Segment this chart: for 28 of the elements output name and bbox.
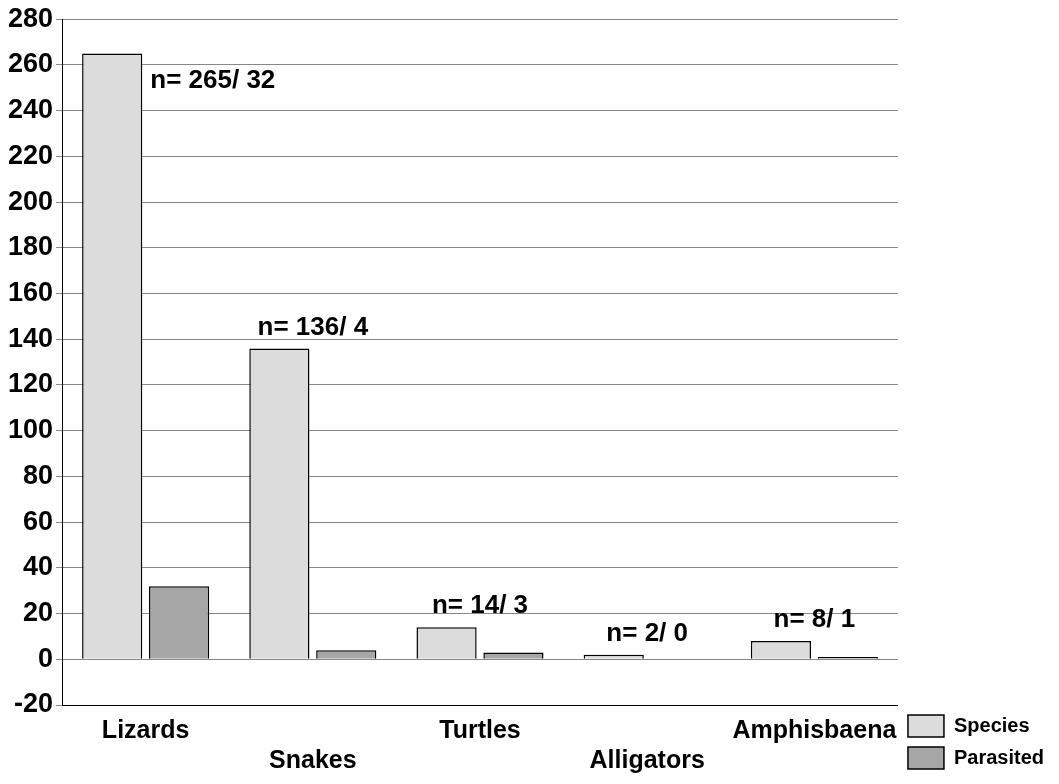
y-tick-label: 140 bbox=[7, 322, 54, 353]
y-tick-label: 0 bbox=[38, 642, 54, 673]
annotation: n= 14/ 3 bbox=[431, 589, 529, 620]
x-tick-label: Lizards bbox=[101, 714, 190, 743]
x-tick-label: Turtles bbox=[439, 714, 521, 743]
y-tick-label: 240 bbox=[7, 94, 54, 125]
y-tick-label: 280 bbox=[7, 2, 54, 33]
y-tick-label: 160 bbox=[7, 276, 54, 307]
y-tick-label: 40 bbox=[23, 551, 54, 582]
y-tick-label: 20 bbox=[23, 597, 54, 628]
annotation: n= 8/ 1 bbox=[773, 603, 856, 634]
legend-label: Species bbox=[953, 713, 1030, 736]
annotation: n= 2/ 0 bbox=[606, 616, 689, 647]
x-tick-label: Alligators bbox=[589, 744, 705, 773]
annotation: n= 136/ 4 bbox=[257, 310, 369, 341]
legend-label: Parasited bbox=[953, 745, 1045, 768]
y-tick-label: 260 bbox=[7, 48, 54, 79]
annotation: n= 265/ 32 bbox=[150, 63, 276, 94]
y-tick-label: 60 bbox=[23, 505, 54, 536]
x-tick-label: Amphisbaena bbox=[732, 714, 898, 743]
x-tick-label: Snakes bbox=[269, 744, 357, 773]
y-tick-label: 100 bbox=[7, 414, 54, 445]
y-tick-label: -20 bbox=[14, 688, 54, 719]
y-tick-label: 80 bbox=[23, 459, 54, 490]
y-tick-label: 200 bbox=[7, 185, 54, 216]
y-tick-label: 220 bbox=[7, 139, 54, 170]
y-tick-label: 180 bbox=[7, 231, 54, 262]
y-tick-label: 120 bbox=[7, 368, 54, 399]
